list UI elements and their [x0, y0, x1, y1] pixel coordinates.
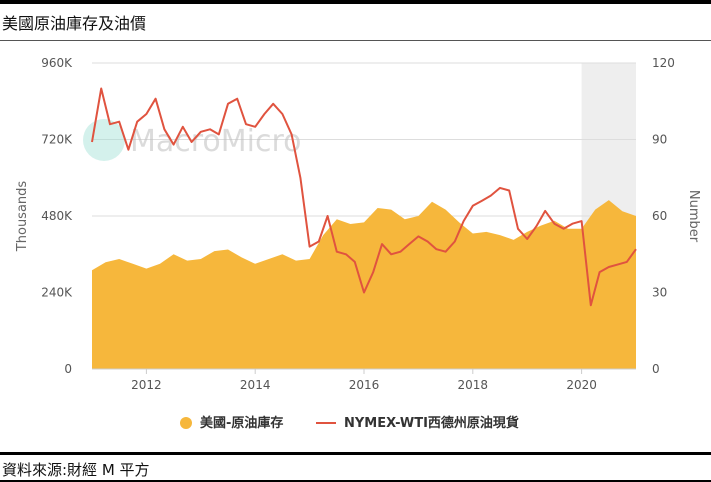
legend-inventory-marker: [180, 417, 192, 429]
y-left-tick-label: 720K: [41, 133, 73, 147]
y-left-tick-label: 480K: [41, 209, 73, 223]
y-right-tick-label: 30: [652, 286, 667, 300]
y-right-tick-label: 120: [652, 56, 675, 70]
chart: 0 0 240K 30 480K 60 720K 90 960K 120 Thousands Numb…: [0, 41, 711, 452]
x-tick-label: 2012: [131, 378, 162, 392]
y-left-tick-label: 0: [64, 362, 72, 376]
x-tick-label: 2014: [240, 378, 271, 392]
y-right-tick-label: 0: [652, 362, 660, 376]
watermark-text: MacroMicro: [130, 124, 302, 159]
y-right-tick-label: 90: [652, 133, 667, 147]
end-rule: [0, 480, 711, 482]
x-tick-label: 2020: [566, 378, 597, 392]
y-left-tick-label: 960K: [41, 56, 73, 70]
title-divider: [0, 40, 711, 41]
price-line: [91, 87, 637, 307]
bottom-rule: [0, 452, 711, 455]
x-tick-label: 2018: [458, 378, 489, 392]
y-left-axis-title: Thousands: [15, 181, 30, 253]
watermark-logo-icon: [83, 119, 125, 161]
legend-price-label: NYMEX-WTI西德州原油現貨: [344, 415, 519, 431]
top-rule: [0, 0, 711, 4]
y-left-tick-label: 240K: [41, 286, 73, 300]
chart-svg: 0 0 240K 30 480K 60 720K 90 960K 120 Thousands Numb…: [15, 56, 701, 431]
inventory-area: [92, 200, 636, 369]
x-tick-label: 2016: [349, 378, 380, 392]
y-right-axis-title: Number: [686, 190, 701, 243]
y-right-tick-label: 60: [652, 209, 667, 223]
legend-inventory-label: 美國-原油庫存: [200, 415, 283, 431]
page-title: 美國原油庫存及油價: [2, 14, 147, 33]
source-note: 資料來源:財經 M 平方: [2, 461, 150, 479]
